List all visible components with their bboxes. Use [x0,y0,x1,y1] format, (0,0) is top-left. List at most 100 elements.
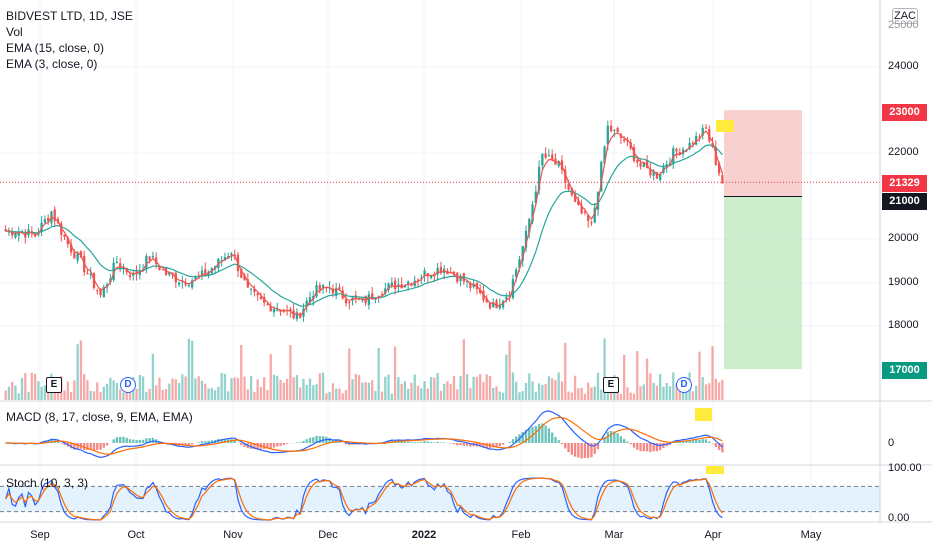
volume-bar [181,374,184,400]
volume-bar [11,381,14,400]
macd-histogram-bar [639,443,642,452]
highlight-marker [695,408,712,421]
symbol-title[interactable]: BIDVEST LTD, 1D, JSE [6,9,133,23]
macd-histogram-bar [704,439,708,443]
candle-body [99,288,102,296]
macd-histogram-bar [200,441,204,443]
macd-histogram-bar [256,443,259,450]
highlight-marker [706,466,724,474]
stoch-d-line [5,477,723,521]
macd-histogram-bar [698,439,701,443]
macd-histogram-bar [603,437,606,443]
macd-histogram-bar [577,443,580,458]
candle-body [642,162,645,167]
candle-body [109,278,112,283]
macd-histogram-bar [652,443,655,452]
candle-body [315,285,318,297]
price-axis-label: 18000 [888,319,919,331]
candle-body [429,274,433,279]
macd-line [5,410,723,459]
macd-histogram-bar [141,439,145,443]
candle-body [587,214,590,221]
macd-histogram-bar [721,443,724,453]
candle-body [14,233,17,238]
macd-histogram-bar [407,441,410,443]
candle-body [102,286,105,298]
candle-body [135,270,138,275]
volume-bar [374,390,377,400]
volume-bar [24,373,27,400]
macd-histogram-bar [465,443,469,446]
macd-histogram-bar [691,440,695,443]
macd-histogram-bar [145,438,148,443]
macd-histogram-bar [655,443,659,452]
volume-bar [191,340,194,400]
candle-body [69,243,73,253]
volume-bar [276,375,279,400]
candle-body [374,298,377,300]
volume-bar [600,389,603,400]
volume-bar [456,389,459,400]
volume-bar [197,376,200,400]
candle-body [318,285,321,291]
legend-volume[interactable]: Vol [6,25,23,39]
volume-bar [521,391,524,400]
macd-histogram-bar [269,443,272,449]
stoch-axis-label: 0.00 [888,512,910,524]
candle-body [659,173,662,180]
volume-bar [236,378,240,400]
macd-histogram-bar [492,443,495,448]
volume-bar [299,387,302,400]
volume-bar [207,388,210,400]
earnings-event-icon[interactable]: E [46,377,62,393]
dividend-event-icon[interactable]: D [120,377,136,393]
macd-histogram-bar [482,443,485,448]
earnings-event-icon[interactable]: E [603,377,619,393]
macd-histogram-bar [89,443,92,450]
pane-separators [0,0,932,523]
volume-bar [416,385,420,400]
macd-histogram-bar [105,443,109,446]
candle-body [233,254,236,256]
dividend-event-icon[interactable]: D [676,377,692,393]
currency-badge[interactable]: ZAC [892,8,918,24]
candle-body [266,303,269,305]
macd-title[interactable]: MACD (8, 17, close, 9, EMA, EMA) [6,410,193,424]
volume-bar [534,391,537,400]
volume-bar [632,393,636,400]
volume-bar [557,372,560,400]
macd-histogram-bar [570,443,573,455]
volume-bar [292,377,295,400]
legend-ema-3[interactable]: EMA (3, close, 0) [6,57,98,71]
macd-histogram-bar [112,439,115,443]
legend-ema-15[interactable]: EMA (15, close, 0) [6,41,105,55]
macd-histogram-bar [544,425,547,443]
macd-histogram-bar [452,443,456,445]
macd-histogram-bar [403,441,407,443]
candle-body [485,298,488,303]
candle-body [246,279,249,288]
volume-bar [596,372,600,400]
volume-bar [200,380,204,400]
time-axis-label: Dec [318,529,338,541]
volume-bar [629,392,632,400]
volume-bar [43,385,47,400]
candle-body [177,282,181,285]
macd-histogram-bar [344,443,348,445]
volume-bar [168,383,171,400]
volume-bar [272,374,276,400]
candle-body [269,305,272,312]
candle-body [567,184,570,190]
macd-histogram-bar [609,431,613,443]
stoch-title[interactable]: Stoch (10, 3, 3) [6,476,89,490]
volume-bar [544,383,547,400]
macd-histogram-bar [279,443,282,446]
macd-histogram-bar [86,443,89,451]
volume-bar [96,382,99,400]
price-axis-label: 24000 [888,60,919,72]
macd-histogram-bar [119,436,122,443]
macd-histogram-bar [240,443,243,446]
macd-histogram-bar [587,443,590,458]
volume-bar [69,391,73,400]
